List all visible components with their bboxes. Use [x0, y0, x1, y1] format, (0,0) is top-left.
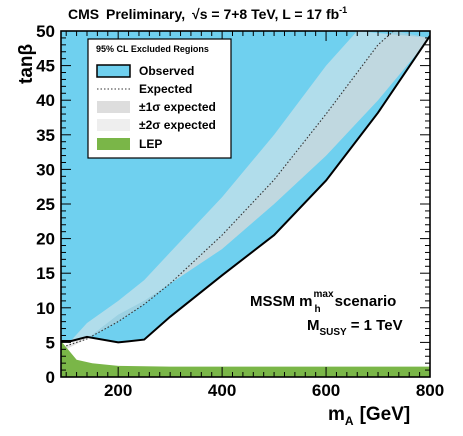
y-tick-labels: 0 5 10 15 20 25 30 35 40 45 50 — [36, 22, 55, 387]
legend-label-lep: LEP — [139, 137, 162, 151]
y-tick-label: 40 — [36, 91, 55, 110]
legend-label-one_sigma: ±1σ expected — [139, 100, 216, 114]
y-tick-label: 20 — [36, 230, 55, 249]
y-tick-label: 35 — [36, 126, 55, 145]
legend-swatch-one_sigma — [97, 101, 130, 113]
legend-label-two_sigma: ±2σ expected — [139, 118, 216, 132]
observed-line — [61, 35, 430, 344]
one-sigma-band — [66, 31, 430, 350]
x-tick-labels: 200 400 600 800 — [104, 381, 444, 400]
chart-title: CMS Preliminary, √s = 7+8 TeV, L = 17 fb… — [68, 5, 347, 22]
legend-label-expected: Expected — [139, 82, 192, 96]
y-tick-label: 25 — [36, 195, 55, 214]
x-tick-label: 400 — [208, 381, 236, 400]
y-tick-label: 30 — [36, 160, 55, 179]
y-tick-label: 45 — [36, 57, 55, 76]
x-tick-label: 200 — [104, 381, 132, 400]
y-tick-label: 50 — [36, 22, 55, 41]
x-tick-label: 600 — [312, 381, 340, 400]
scenario-line-1: MSSM mmax h scenario — [250, 289, 396, 315]
y-axis-title: tanβ — [16, 44, 37, 84]
scenario-annotation: MSSM mmax h scenario MSUSY = 1 TeV — [250, 289, 403, 338]
legend-swatch-observed — [96, 64, 131, 78]
y-tick-label: 15 — [36, 264, 55, 283]
y-tick-label: 5 — [46, 333, 55, 352]
y-tick-label: 10 — [36, 299, 55, 318]
scenario-line-2: MSUSY = 1 TeV — [307, 317, 403, 338]
lep-region — [61, 341, 430, 377]
x-tick-label: 800 — [416, 381, 444, 400]
y-tick-label: 0 — [46, 368, 55, 387]
legend-swatch-two_sigma — [97, 119, 130, 131]
legend-title: 95% CL Excluded Regions — [96, 44, 209, 54]
legend: 95% CL Excluded Regions Observed Expected… — [87, 38, 232, 159]
two-sigma-band — [66, 31, 430, 350]
x-axis-title: mA [GeV] — [328, 404, 410, 428]
axis-ticks — [61, 30, 431, 378]
legend-label-observed: Observed — [139, 64, 194, 78]
expected-line — [66, 31, 394, 347]
legend-swatch-lep — [97, 138, 130, 150]
